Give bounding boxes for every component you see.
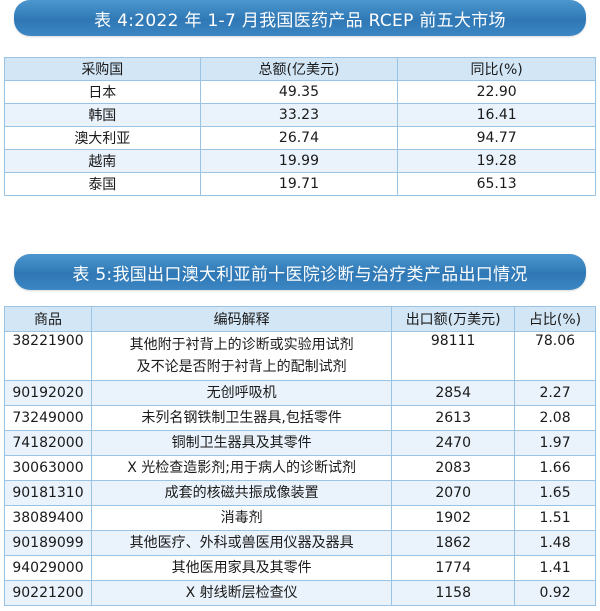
amount-cell: 2083: [391, 455, 516, 481]
amount-cell: 1774: [391, 555, 516, 581]
share-cell: 2.27: [514, 380, 596, 406]
country-cell: 泰国: [4, 172, 201, 196]
amount-text: 98111: [430, 333, 476, 349]
country-cell: 韩国: [4, 103, 201, 127]
table-row: 越南 19.99 19.28: [4, 149, 596, 173]
share-cell: 78.06: [514, 331, 596, 381]
total-cell: 33.23: [199, 103, 399, 127]
table-row: 澳大利亚 26.74 94.77: [4, 126, 596, 150]
table-row: 日本 49.35 22.90: [4, 80, 596, 104]
desc-cell: 铜制卫生器具及其零件: [90, 430, 393, 456]
code-text: 38221900: [12, 333, 84, 349]
table-row: 90192020 无创呼吸机 2854 2.27: [4, 380, 596, 406]
table4-header-country: 采购国: [4, 57, 201, 81]
code-cell: 90221200: [4, 580, 92, 606]
country-cell: 澳大利亚: [4, 126, 201, 150]
total-cell: 26.74: [199, 126, 399, 150]
table5-header-share: 占比(%): [514, 306, 596, 332]
yoy-cell: 65.13: [397, 172, 596, 196]
code-cell: 38089400: [4, 505, 92, 531]
table-row: 38089400 消毒剂 1902 1.51: [4, 505, 596, 531]
table-row: 韩国 33.23 16.41: [4, 103, 596, 127]
share-text: 78.06: [534, 333, 576, 349]
code-cell: 73249000: [4, 405, 92, 431]
table4-header-total: 总额(亿美元): [199, 57, 399, 81]
total-cell: 49.35: [199, 80, 399, 104]
desc-cell: X 射线断层检查仪: [90, 580, 393, 606]
yoy-cell: 94.77: [397, 126, 596, 150]
share-cell: 1.41: [514, 555, 596, 581]
share-cell: 1.65: [514, 480, 596, 506]
table4-header-row: 采购国 总额(亿美元) 同比(%): [4, 57, 596, 81]
amount-cell: 2854: [391, 380, 516, 406]
code-cell: 38221900: [4, 331, 92, 381]
table-row: 90221200 X 射线断层检查仪 1158 0.92: [4, 580, 596, 606]
table4-title: 表 4:2022 年 1-7 月我国医药产品 RCEP 前五大市场: [14, 0, 586, 36]
share-cell: 1.51: [514, 505, 596, 531]
amount-cell: 2470: [391, 430, 516, 456]
yoy-cell: 22.90: [397, 80, 596, 104]
desc-cell: 其他医用家具及其零件: [90, 555, 393, 581]
amount-cell: 1902: [391, 505, 516, 531]
amount-cell: 98111: [391, 331, 516, 381]
desc-line: 其他附于衬背上的诊断或实验用试剂: [129, 337, 354, 353]
desc-cell: 其他医疗、外科或兽医用仪器及器具: [90, 530, 393, 556]
table-row: 74182000 铜制卫生器具及其零件 2470 1.97: [4, 430, 596, 456]
table-row: 90189099 其他医疗、外科或兽医用仪器及器具 1862 1.48: [4, 530, 596, 556]
table-row: 38221900 其他附于衬背上的诊断或实验用试剂 及不论是否附于衬背上的配制试…: [4, 331, 596, 381]
table4-header-yoy: 同比(%): [397, 57, 596, 81]
country-cell: 日本: [4, 80, 201, 104]
code-cell: 90189099: [4, 530, 92, 556]
code-cell: 30063000: [4, 455, 92, 481]
desc-cell: 消毒剂: [90, 505, 393, 531]
table5-title: 表 5:我国出口澳大利亚前十医院诊断与治疗类产品出口情况: [14, 254, 586, 290]
desc-cell: 未列名钢铁制卫生器具,包括零件: [90, 405, 393, 431]
desc-cell: X 光检查造影剂;用于病人的诊断试剂: [90, 455, 393, 481]
desc-line: 及不论是否附于衬背上的配制试剂: [136, 359, 347, 375]
code-cell: 90181310: [4, 480, 92, 506]
amount-cell: 1158: [391, 580, 516, 606]
table5-header-amount: 出口额(万美元): [391, 306, 516, 332]
code-cell: 90192020: [4, 380, 92, 406]
total-cell: 19.99: [199, 149, 399, 173]
table4: 采购国 总额(亿美元) 同比(%) 日本 49.35 22.90 韩国 33.2…: [4, 57, 596, 196]
share-cell: 1.97: [514, 430, 596, 456]
yoy-cell: 19.28: [397, 149, 596, 173]
code-cell: 74182000: [4, 430, 92, 456]
share-cell: 1.66: [514, 455, 596, 481]
desc-cell: 成套的核磁共振成像装置: [90, 480, 393, 506]
amount-cell: 1862: [391, 530, 516, 556]
share-cell: 0.92: [514, 580, 596, 606]
total-cell: 19.71: [199, 172, 399, 196]
share-cell: 2.08: [514, 405, 596, 431]
amount-cell: 2613: [391, 405, 516, 431]
table5: 商品 编码解释 出口额(万美元) 占比(%) 38221900 其他附于衬背上的…: [4, 306, 596, 606]
table5-header-row: 商品 编码解释 出口额(万美元) 占比(%): [4, 306, 596, 332]
table5-header-desc: 编码解释: [90, 306, 393, 332]
table-row: 泰国 19.71 65.13: [4, 172, 596, 196]
yoy-cell: 16.41: [397, 103, 596, 127]
code-cell: 94029000: [4, 555, 92, 581]
desc-cell: 其他附于衬背上的诊断或实验用试剂 及不论是否附于衬背上的配制试剂: [90, 331, 393, 381]
table-row: 90181310 成套的核磁共振成像装置 2070 1.65: [4, 480, 596, 506]
table-row: 73249000 未列名钢铁制卫生器具,包括零件 2613 2.08: [4, 405, 596, 431]
table-row: 94029000 其他医用家具及其零件 1774 1.41: [4, 555, 596, 581]
country-cell: 越南: [4, 149, 201, 173]
table-row: 30063000 X 光检查造影剂;用于病人的诊断试剂 2083 1.66: [4, 455, 596, 481]
amount-cell: 2070: [391, 480, 516, 506]
desc-cell: 无创呼吸机: [90, 380, 393, 406]
share-cell: 1.48: [514, 530, 596, 556]
table5-header-code: 商品: [4, 306, 92, 332]
